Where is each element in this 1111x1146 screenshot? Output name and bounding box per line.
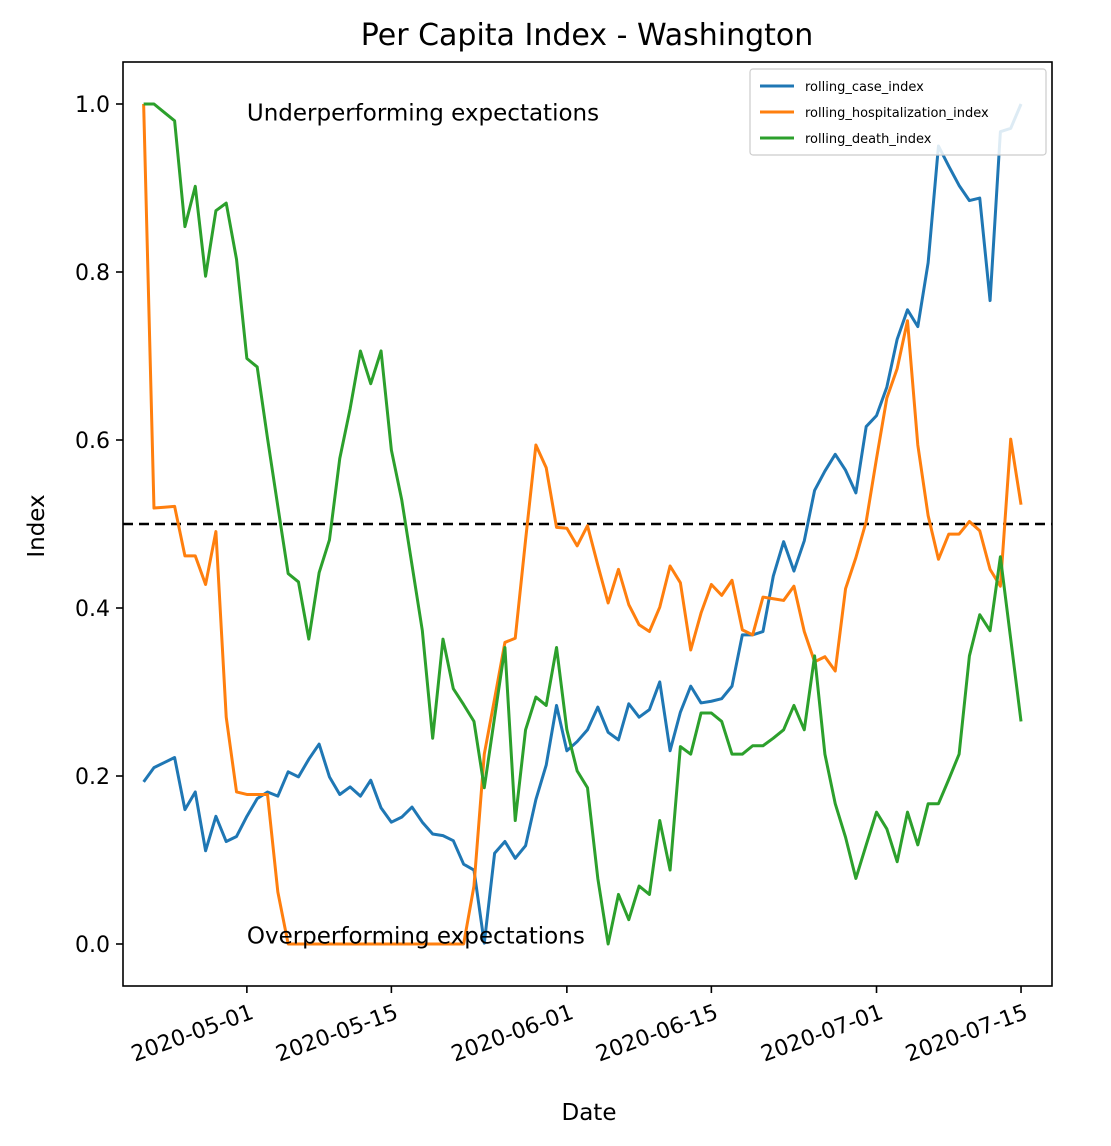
- y-tick-label: 0.0: [75, 933, 110, 958]
- y-tick-label: 0.2: [75, 765, 110, 790]
- y-axis-label: Index: [24, 494, 50, 557]
- legend-label-rolling_death_index: rolling_death_index: [805, 132, 932, 147]
- legend-label-rolling_case_index: rolling_case_index: [805, 80, 924, 95]
- y-tick-label: 0.4: [75, 597, 110, 622]
- legend: rolling_case_index rolling_hospitalizatio…: [749, 68, 1047, 156]
- series-line-rolling_death_index: [143, 102, 1023, 946]
- legend-label-rolling_hospitalization_index: rolling_hospitalization_index: [805, 106, 989, 121]
- annotation-underperforming: Underperforming expectations: [247, 100, 599, 126]
- legend-box: [749, 68, 1047, 156]
- y-tick-label: 0.8: [75, 261, 110, 286]
- annotation-overperforming: Overperforming expectations: [247, 924, 585, 950]
- y-tick-label: 0.6: [75, 429, 110, 454]
- series-line-rolling_hospitalization_index: [142, 103, 1023, 946]
- x-axis-label: Date: [562, 1100, 617, 1126]
- y-tick-label: 1.0: [75, 93, 110, 118]
- plot-frame: [122, 61, 1053, 987]
- series-line-rolling_case_index: [142, 103, 1023, 945]
- chart-title: Per Capita Index - Washington: [361, 18, 814, 53]
